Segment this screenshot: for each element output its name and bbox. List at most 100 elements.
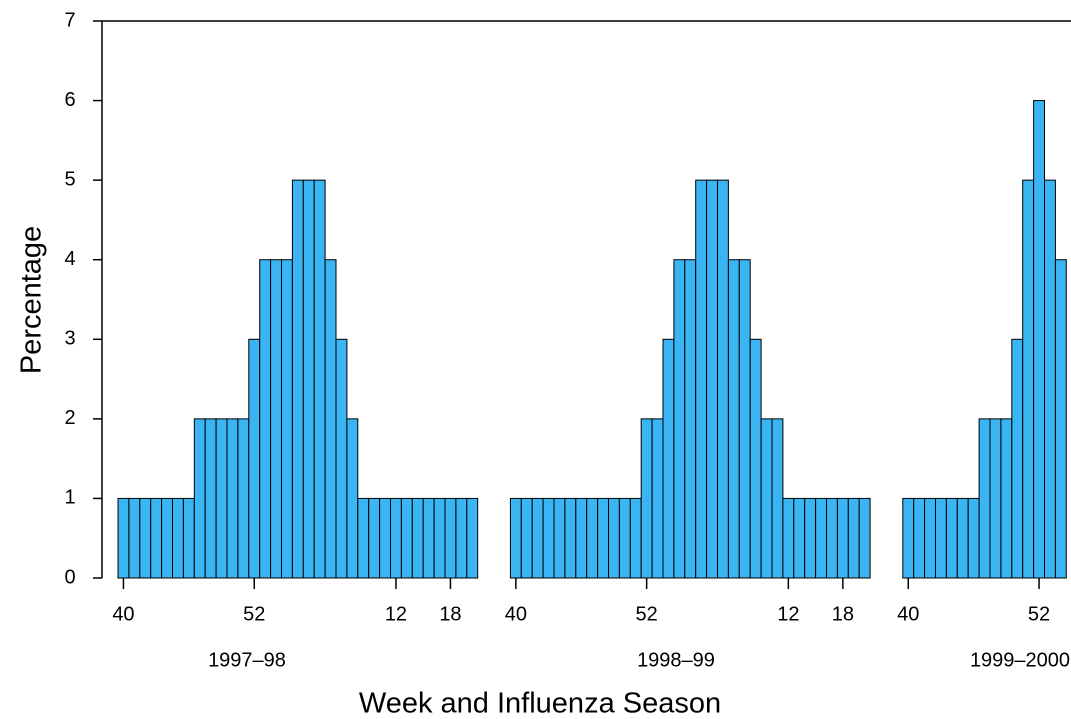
x-tick-label: 18 <box>439 603 461 625</box>
x-tick-label: 12 <box>777 603 799 625</box>
bar <box>1011 338 1024 579</box>
x-tick-label: 40 <box>112 603 134 625</box>
group-label: 1999–2000 <box>970 649 1070 671</box>
bar <box>586 497 599 579</box>
bar <box>346 418 359 579</box>
y-tick-label: 7 <box>64 9 75 31</box>
bar <box>324 259 337 579</box>
bar <box>847 497 860 579</box>
bar <box>575 497 588 579</box>
y-tick-label: 6 <box>64 89 75 111</box>
bar <box>117 497 130 579</box>
group-label: 1997–98 <box>208 649 286 671</box>
bar <box>128 497 141 579</box>
y-tick-label: 2 <box>64 407 75 429</box>
bar <box>335 338 348 579</box>
x-tick-label: 12 <box>385 603 407 625</box>
bar <box>1033 100 1045 579</box>
bar <box>1022 179 1035 579</box>
bar <box>858 497 871 579</box>
bar <box>815 497 827 579</box>
y-axis-title: Percentage <box>16 226 48 374</box>
bar <box>215 418 228 579</box>
bar <box>455 497 468 579</box>
bar <box>629 497 642 579</box>
bar <box>302 179 315 579</box>
bar <box>1054 259 1067 579</box>
bar <box>826 497 838 579</box>
bar <box>717 179 729 579</box>
bar <box>313 179 326 579</box>
x-tick-label: 40 <box>897 603 919 625</box>
bar <box>989 418 1002 579</box>
bar <box>564 497 577 579</box>
x-tick-label: 18 <box>832 603 854 625</box>
bar <box>509 497 522 579</box>
x-tick-label: 52 <box>636 603 658 625</box>
bar <box>760 418 773 579</box>
x-tick-label: 40 <box>505 603 527 625</box>
bar <box>836 497 849 579</box>
y-tick-label: 5 <box>64 168 75 190</box>
bar <box>237 418 250 579</box>
bar <box>422 497 435 579</box>
bar <box>270 259 283 579</box>
bar <box>749 338 762 579</box>
bar <box>924 497 936 579</box>
bar <box>379 497 392 579</box>
bar <box>727 259 740 579</box>
x-tick-label: 52 <box>243 603 265 625</box>
bar <box>1044 179 1056 579</box>
bar <box>608 497 620 579</box>
bar <box>553 497 566 579</box>
bar <box>259 259 272 579</box>
bar <box>390 497 402 579</box>
bar <box>357 497 370 579</box>
bar <box>673 259 686 579</box>
bar <box>466 497 479 579</box>
bar <box>978 418 991 579</box>
bar <box>662 338 675 579</box>
bar <box>542 497 555 579</box>
bar <box>902 497 915 579</box>
bar <box>444 497 457 579</box>
bar <box>161 497 174 579</box>
bar <box>956 497 969 579</box>
group-label: 1998–99 <box>637 649 715 671</box>
bar <box>433 497 446 579</box>
bar <box>706 179 718 579</box>
bar <box>651 418 664 579</box>
bar <box>618 497 631 579</box>
bar <box>291 179 304 579</box>
x-axis-title: Week and Influenza Season <box>359 688 721 719</box>
bar <box>945 497 958 579</box>
bar <box>597 497 609 579</box>
bar <box>204 418 217 579</box>
bar <box>782 497 795 579</box>
bar <box>684 259 697 579</box>
bar <box>793 497 806 579</box>
bar <box>804 497 817 579</box>
bar <box>967 497 980 579</box>
bar <box>935 497 947 579</box>
bar <box>1000 418 1013 579</box>
bar <box>193 418 206 579</box>
x-tick-label: 52 <box>1028 603 1050 625</box>
bar <box>400 497 413 579</box>
bar <box>248 338 261 579</box>
bar <box>695 179 708 579</box>
y-tick-label: 3 <box>64 328 75 350</box>
bar <box>913 497 926 579</box>
bar <box>368 497 381 579</box>
bar <box>771 418 784 579</box>
bar <box>738 259 751 579</box>
bar <box>411 497 424 579</box>
bar <box>281 259 293 579</box>
bar <box>520 497 533 579</box>
y-tick-label: 0 <box>64 566 75 588</box>
y-tick-label: 1 <box>64 487 75 509</box>
bar <box>182 497 195 579</box>
bar <box>150 497 163 579</box>
bar <box>640 418 653 579</box>
